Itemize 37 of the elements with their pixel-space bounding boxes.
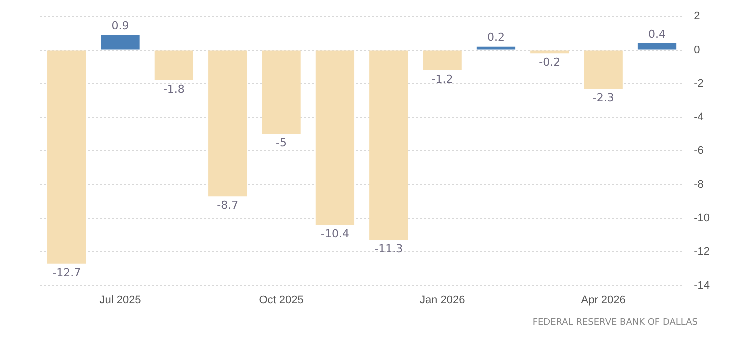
bar bbox=[584, 50, 623, 89]
bar bbox=[316, 50, 355, 226]
data-label: -8.7 bbox=[217, 198, 239, 212]
x-tick-label: Jan 2026 bbox=[420, 294, 466, 306]
bar bbox=[638, 44, 677, 50]
data-label: -5 bbox=[276, 136, 288, 150]
data-label: 0.2 bbox=[487, 31, 505, 44]
data-label: -1.2 bbox=[432, 72, 454, 86]
x-tick-label: Jul 2025 bbox=[100, 294, 142, 306]
bar bbox=[476, 46, 516, 50]
data-label: 0.4 bbox=[648, 28, 666, 41]
y-tick-label: -2 bbox=[694, 78, 704, 90]
y-tick-label: 2 bbox=[694, 10, 700, 23]
bar bbox=[154, 50, 194, 81]
data-label: 0.9 bbox=[112, 19, 130, 32]
data-label: -10.4 bbox=[320, 228, 350, 241]
y-tick-label: -6 bbox=[694, 145, 704, 158]
y-tick-label: -4 bbox=[694, 112, 704, 124]
data-label: -0.2 bbox=[539, 56, 561, 69]
bar bbox=[370, 50, 408, 240]
y-tick-label: 0 bbox=[694, 44, 700, 56]
text: FEDERAL RESERVE BANK OF DALLAS bbox=[532, 318, 698, 328]
x-tick-label: Apr 2026 bbox=[581, 294, 626, 306]
bar bbox=[423, 50, 462, 70]
data-label: -11.3 bbox=[374, 242, 404, 256]
y-tick-label: -14 bbox=[694, 280, 710, 292]
bar bbox=[262, 50, 301, 134]
bar bbox=[48, 50, 86, 264]
data-label: -1.8 bbox=[163, 82, 185, 96]
y-tick-label: -8 bbox=[694, 178, 704, 191]
bar bbox=[101, 35, 140, 50]
data-label: -2.3 bbox=[592, 91, 614, 104]
bar bbox=[208, 50, 248, 197]
x-tick-label: Oct 2025 bbox=[259, 294, 304, 306]
y-tick-label: -12 bbox=[694, 246, 710, 258]
y-tick-label: -10 bbox=[694, 212, 710, 225]
data-label: -12.7 bbox=[52, 266, 82, 280]
